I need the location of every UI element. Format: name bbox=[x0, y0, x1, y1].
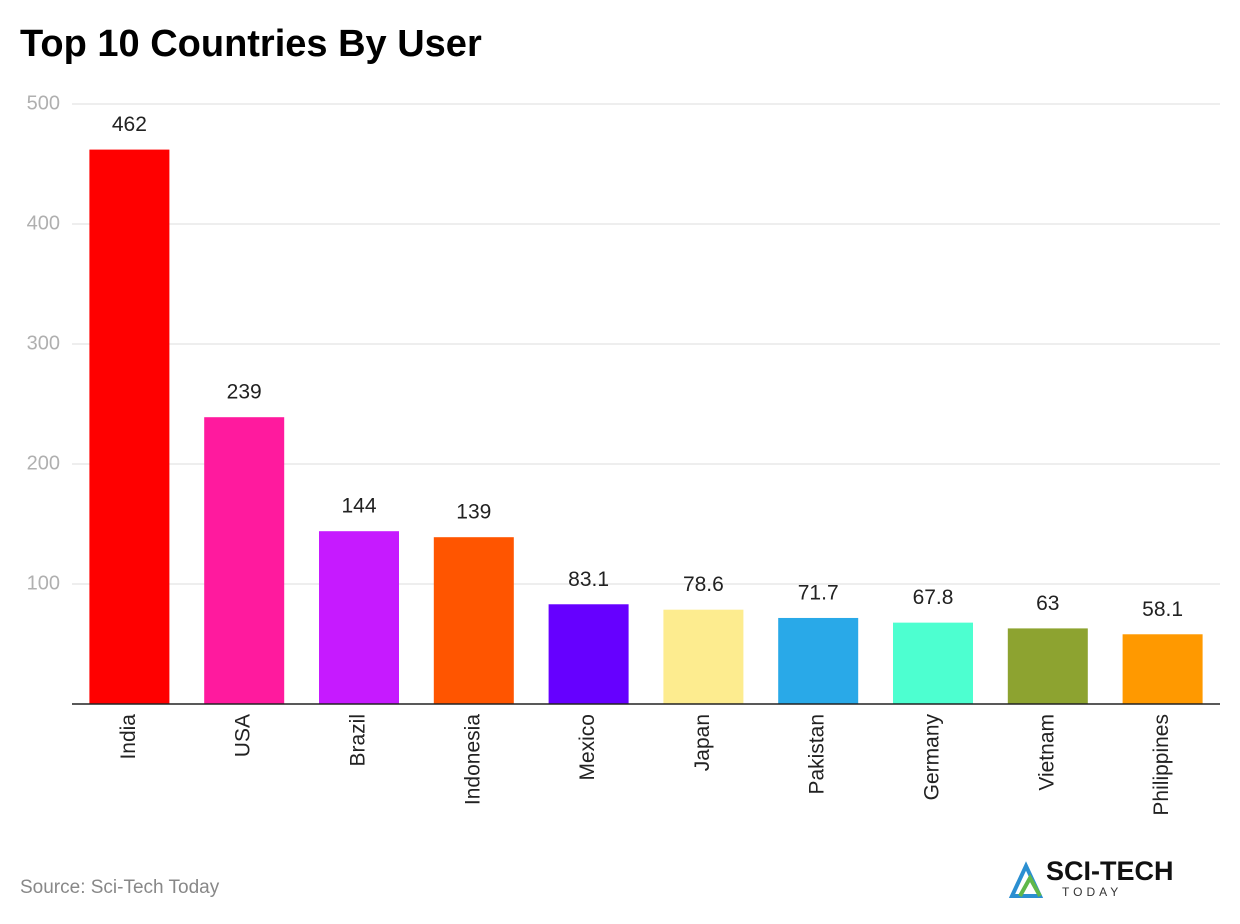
value-label: 144 bbox=[341, 495, 376, 518]
bar bbox=[778, 617, 859, 704]
y-tick-label: 500 bbox=[27, 92, 60, 114]
value-label: 83.1 bbox=[568, 568, 609, 591]
y-tick-label: 200 bbox=[27, 452, 60, 474]
value-label: 462 bbox=[112, 113, 147, 136]
x-tick-label: Philippines bbox=[1150, 714, 1173, 816]
value-label: 63 bbox=[1036, 592, 1059, 615]
value-label: 78.6 bbox=[683, 573, 724, 596]
bar bbox=[893, 622, 973, 704]
x-tick-label: Vietnam bbox=[1035, 714, 1058, 791]
bar bbox=[1007, 628, 1088, 704]
bar bbox=[433, 537, 514, 704]
x-tick-label: Japan bbox=[691, 714, 714, 771]
x-tick-label: Germany bbox=[921, 714, 944, 801]
x-tick-label: India bbox=[117, 714, 140, 760]
x-tick-label: Pakistan bbox=[806, 714, 829, 795]
x-tick-label: USA bbox=[232, 714, 255, 757]
bar bbox=[548, 604, 629, 704]
chart-title: Top 10 Countries By User bbox=[20, 23, 482, 65]
value-label: 58.1 bbox=[1142, 598, 1183, 621]
logo-name: SCI-TECH bbox=[1046, 856, 1174, 886]
logo: SCI-TECH TODAY bbox=[1008, 856, 1174, 899]
bar bbox=[89, 149, 170, 705]
value-label: 239 bbox=[227, 381, 262, 404]
value-label: 139 bbox=[456, 501, 491, 524]
x-tick-label: Brazil bbox=[347, 714, 370, 767]
y-tick-label: 100 bbox=[27, 572, 60, 594]
bar bbox=[319, 531, 399, 704]
bar bbox=[204, 417, 285, 704]
logo-icon-inner bbox=[1018, 873, 1042, 897]
source: Source: Sci-Tech Today bbox=[20, 877, 220, 898]
x-tick-label: Mexico bbox=[576, 714, 599, 781]
bar bbox=[1122, 634, 1203, 704]
value-label: 67.8 bbox=[913, 586, 954, 609]
y-tick-label: 400 bbox=[27, 212, 60, 234]
bar bbox=[663, 609, 744, 704]
logo-tagline: TODAY bbox=[1062, 885, 1122, 899]
value-label: 71.7 bbox=[798, 582, 839, 605]
x-tick-label: Indonesia bbox=[461, 714, 484, 805]
y-tick-label: 300 bbox=[27, 332, 60, 354]
